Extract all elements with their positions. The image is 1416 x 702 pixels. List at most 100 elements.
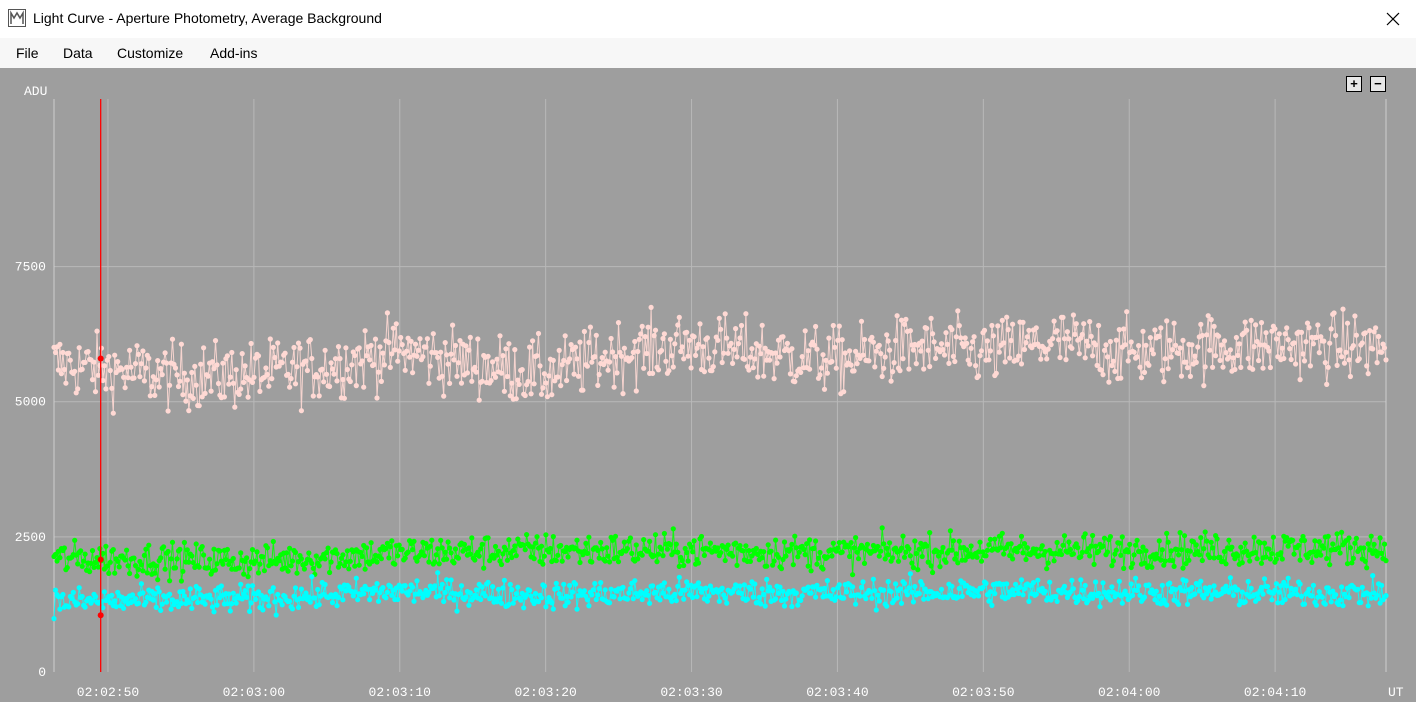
data-point [334, 551, 340, 557]
data-point [1023, 340, 1029, 346]
data-point [264, 596, 270, 603]
data-point [1365, 371, 1371, 377]
data-point [315, 586, 321, 593]
data-point [224, 601, 230, 607]
data-point [479, 584, 485, 590]
data-point [1272, 587, 1278, 593]
data-point [1221, 338, 1228, 344]
data-point [1116, 578, 1122, 584]
data-point [1333, 332, 1339, 339]
data-point [875, 592, 881, 598]
data-point [704, 335, 711, 341]
data-point [832, 344, 838, 350]
data-point [156, 589, 162, 595]
data-point [1060, 314, 1066, 320]
data-point [269, 376, 275, 382]
data-point [75, 601, 81, 607]
data-point [509, 380, 515, 386]
data-point [595, 592, 601, 598]
data-point [878, 548, 884, 554]
y-axis-label: ADU [24, 84, 47, 99]
data-point [684, 549, 690, 556]
data-point [1304, 555, 1311, 561]
data-point [930, 569, 936, 576]
data-point [1136, 583, 1142, 589]
data-point [910, 599, 917, 605]
data-point [1287, 346, 1293, 352]
light-curve-plot[interactable]: 0 2500 5000 7500 02:02:50 02:03:00 02:03:10 02:… [0, 68, 1416, 702]
data-point [504, 557, 510, 563]
data-point [1309, 559, 1315, 565]
data-point [1223, 350, 1229, 356]
data-point [464, 370, 470, 376]
data-point [795, 554, 801, 560]
zoom-in-button[interactable]: + [1346, 76, 1362, 92]
data-point [220, 561, 226, 567]
data-point [753, 545, 759, 552]
data-point [247, 566, 253, 572]
data-point [955, 560, 961, 566]
data-point [75, 561, 81, 567]
close-icon[interactable] [1386, 12, 1400, 26]
menu-customize[interactable]: Customize [117, 45, 184, 61]
data-point [214, 362, 220, 368]
data-point [340, 376, 346, 383]
data-point [676, 563, 682, 569]
data-point [263, 365, 269, 371]
data-point [313, 553, 319, 559]
zoom-out-button[interactable]: − [1370, 76, 1386, 92]
data-point [207, 592, 213, 598]
data-point [155, 358, 161, 364]
menu-add-ins[interactable]: Add-ins [210, 45, 258, 61]
data-point [596, 555, 602, 561]
data-point [387, 364, 393, 370]
menu-file[interactable]: File [16, 45, 39, 61]
data-point [129, 592, 136, 598]
data-point [550, 534, 556, 540]
data-point [1181, 533, 1188, 539]
data-point [626, 590, 632, 596]
data-point [973, 363, 979, 369]
data-point [353, 575, 359, 581]
data-point [310, 565, 316, 571]
data-point [608, 586, 614, 592]
data-point [801, 546, 807, 552]
data-point [577, 339, 583, 345]
data-point [1273, 581, 1279, 587]
data-point [1208, 539, 1214, 545]
close-button[interactable] [1370, 0, 1416, 38]
data-point [140, 590, 146, 596]
data-point [682, 587, 688, 593]
data-point [52, 349, 59, 356]
data-point [747, 586, 754, 592]
data-point [452, 342, 459, 349]
data-point [1362, 330, 1368, 336]
data-point [1033, 325, 1039, 331]
menu-data[interactable]: Data [63, 45, 93, 61]
data-point [737, 543, 743, 549]
data-point [60, 591, 66, 598]
data-point [476, 397, 482, 403]
data-point [1085, 597, 1091, 604]
data-point [658, 347, 665, 354]
data-point [377, 344, 383, 350]
data-point [611, 384, 617, 390]
data-point [509, 587, 515, 593]
data-point [1141, 369, 1148, 375]
data-point [492, 374, 499, 380]
data-point [1223, 561, 1229, 567]
data-point [814, 561, 820, 567]
data-point [51, 616, 57, 622]
data-point [778, 566, 785, 572]
data-point [1057, 354, 1063, 361]
data-point [792, 533, 798, 539]
data-point [781, 603, 788, 609]
data-point [844, 589, 850, 595]
data-point [884, 332, 890, 338]
data-point [451, 357, 457, 363]
data-point [1322, 360, 1328, 366]
data-point [131, 555, 137, 561]
data-point [186, 599, 192, 606]
data-point [1137, 549, 1143, 555]
